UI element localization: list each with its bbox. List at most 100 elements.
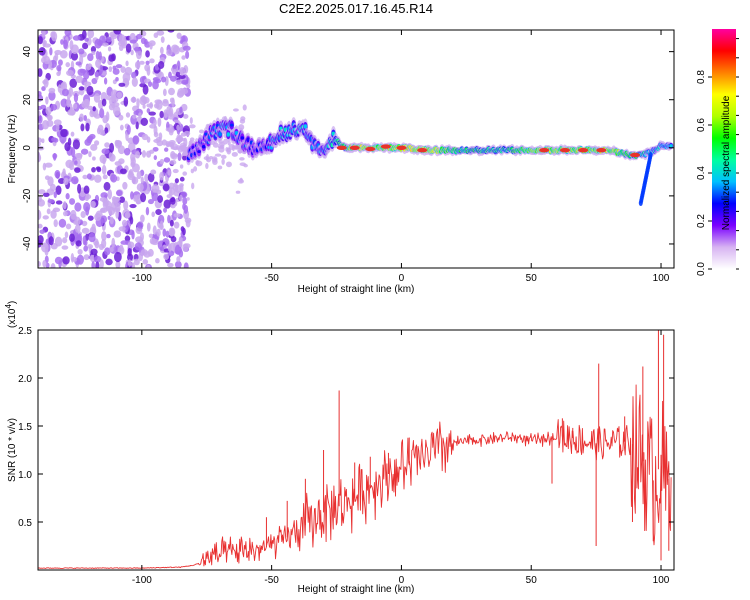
noise-blob <box>70 209 77 220</box>
noise-blob <box>156 140 164 147</box>
noise-blob <box>130 157 136 166</box>
noise-blob <box>225 161 232 168</box>
noise-blob <box>133 258 140 266</box>
noise-blob <box>45 262 50 268</box>
noise-blob <box>57 84 62 93</box>
noise-blob <box>53 219 58 228</box>
noise-blob <box>74 160 78 165</box>
noise-blob <box>178 249 184 258</box>
noise-blob <box>166 105 172 115</box>
spectrogram-x-tick-label: 100 <box>653 273 670 284</box>
colorbar: 0.0 0.2 0.4 0.6 0.8 Normalized spectral ampl… <box>696 29 739 276</box>
noise-blob <box>99 108 105 119</box>
noise-blob <box>54 256 63 265</box>
noise-blob <box>60 98 68 108</box>
noise-blob <box>88 151 92 158</box>
noise-blob <box>118 34 126 45</box>
spectrogram-frame <box>37 29 675 269</box>
noise-blob <box>146 222 151 232</box>
noise-blob <box>82 174 88 180</box>
noise-blob <box>73 92 79 103</box>
noise-blob <box>243 163 248 168</box>
noise-blob <box>111 196 117 203</box>
noise-blob <box>148 111 156 116</box>
noise-blob <box>81 220 88 227</box>
noise-blob <box>74 216 81 226</box>
noise-blob <box>114 161 122 166</box>
noise-blob <box>78 48 85 55</box>
noise-blob <box>38 105 43 111</box>
noise-blob <box>83 70 90 80</box>
noise-blob <box>136 183 144 192</box>
noise-blob <box>65 223 72 230</box>
noise-blob <box>54 170 61 179</box>
noise-blob <box>169 159 177 165</box>
noise-blob <box>151 211 155 218</box>
noise-blob <box>169 75 177 82</box>
noise-blob <box>109 246 114 253</box>
noise-blob <box>64 142 71 152</box>
noise-blob <box>100 91 108 102</box>
noise-blob <box>60 128 68 138</box>
noise-blob <box>77 183 82 194</box>
spectral-peak <box>539 148 550 153</box>
noise-blob <box>83 115 88 122</box>
noise-blob <box>93 93 101 103</box>
noise-blob <box>95 59 101 68</box>
noise-blob <box>41 86 46 92</box>
noise-blob <box>231 151 238 157</box>
spectrogram-y-tick-label: -40 <box>22 236 33 251</box>
noise-blob <box>112 207 121 212</box>
noise-blob <box>131 176 139 185</box>
noise-blob <box>141 133 149 141</box>
noise-blob <box>91 223 96 234</box>
noise-blob <box>146 103 154 108</box>
noise-blob <box>169 228 175 237</box>
noise-blob <box>60 82 66 90</box>
noise-blob <box>106 36 112 43</box>
spectrogram-x-tick-label: 0 <box>399 273 405 284</box>
noise-blob <box>48 87 56 94</box>
noise-blob <box>38 189 46 195</box>
noise-blob <box>70 252 75 263</box>
noise-blob <box>83 201 91 212</box>
noise-blob <box>127 259 132 268</box>
noise-blob <box>172 168 179 174</box>
noise-blob <box>167 30 175 33</box>
noise-blob <box>176 256 181 263</box>
noise-blob <box>104 247 111 256</box>
spectrogram-x-tick-label: -100 <box>132 273 152 284</box>
noise-blob <box>168 186 172 196</box>
noise-blob <box>42 192 50 197</box>
noise-blob <box>67 109 76 116</box>
noise-blob <box>80 123 85 132</box>
noise-blob <box>153 131 159 138</box>
noise-blob <box>76 254 84 265</box>
noise-blob <box>94 240 100 249</box>
noise-blob <box>83 185 90 194</box>
noise-blob <box>170 236 177 243</box>
noise-blob <box>141 150 147 158</box>
noise-blob <box>102 42 109 47</box>
noise-blob <box>185 50 190 59</box>
noise-blob <box>101 148 110 155</box>
noise-blob <box>135 33 143 40</box>
noise-blob <box>80 211 86 218</box>
noise-blob <box>176 32 182 39</box>
spectrogram-y-tick-label: 20 <box>22 94 33 106</box>
noise-blob <box>94 71 100 78</box>
noise-blob <box>118 114 124 121</box>
noise-blob <box>47 176 54 187</box>
noise-blob <box>57 178 66 185</box>
noise-blob <box>45 96 49 105</box>
noise-blob <box>87 53 94 62</box>
spectral-peak <box>380 144 391 149</box>
noise-blob <box>145 206 150 216</box>
colorbar-tick-label: 0.0 <box>696 262 707 276</box>
spectral-peak <box>396 145 407 150</box>
noise-blob <box>59 49 68 59</box>
noise-blob <box>115 76 119 82</box>
noise-blob <box>189 117 193 124</box>
noise-blob <box>83 245 88 252</box>
snr-y-tick-label: 2.0 <box>18 374 32 385</box>
